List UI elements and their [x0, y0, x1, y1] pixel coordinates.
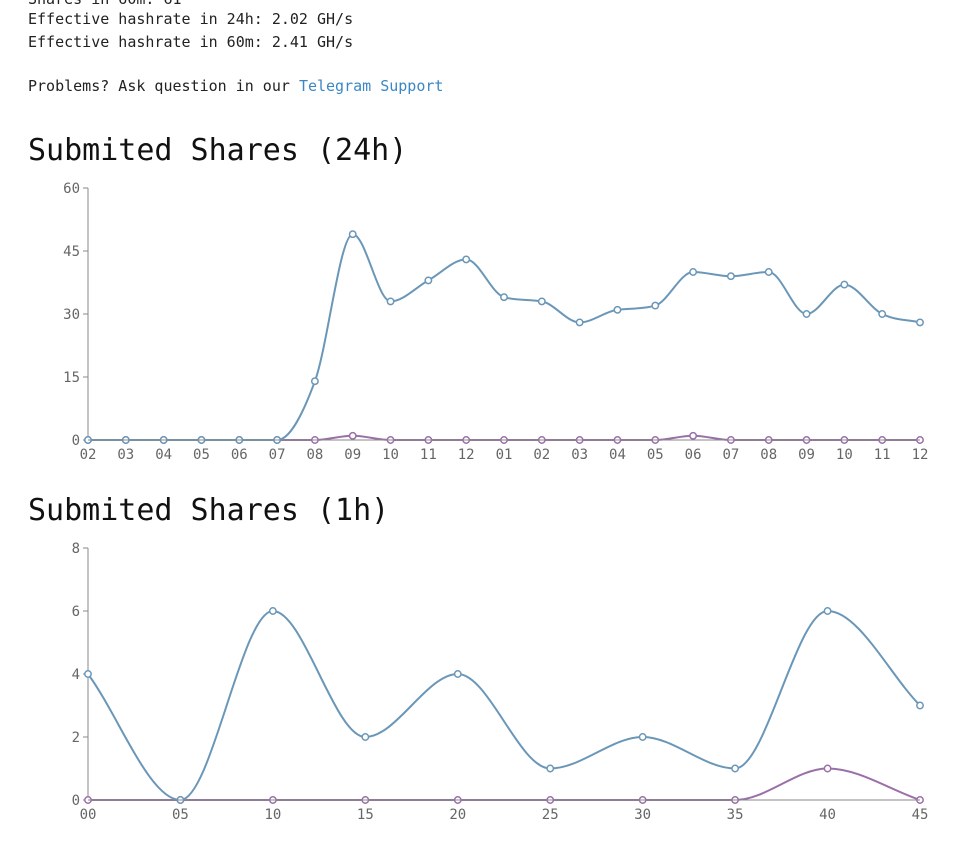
y-tick-label: 0: [72, 433, 80, 449]
chart-title-24h: Submited Shares (24h): [28, 133, 408, 168]
data-point[interactable]: [84, 670, 92, 678]
x-tick-label: 00: [80, 807, 97, 823]
x-tick-label: 45: [912, 807, 929, 823]
x-tick-label: 02: [533, 447, 550, 463]
x-tick-label: 07: [722, 447, 739, 463]
data-point[interactable]: [613, 305, 622, 314]
y-tick-label: 60: [63, 181, 80, 197]
y-tick-label: 45: [63, 244, 80, 260]
data-point[interactable]: [348, 230, 357, 239]
problems-text: Problems? Ask question in our: [28, 77, 299, 95]
data-point[interactable]: [823, 607, 832, 615]
data-point[interactable]: [537, 297, 546, 306]
data-point[interactable]: [348, 431, 357, 440]
data-point[interactable]: [268, 607, 277, 615]
data-point[interactable]: [386, 297, 395, 306]
x-tick-label: 11: [874, 447, 891, 463]
series-line: [87, 609, 921, 802]
data-point[interactable]: [310, 377, 319, 386]
data-point[interactable]: [575, 318, 584, 327]
x-tick-label: 01: [496, 447, 513, 463]
y-tick-label: 8: [72, 541, 80, 557]
x-tick-label: 04: [609, 447, 626, 463]
data-point[interactable]: [361, 733, 370, 741]
x-tick-label: 10: [836, 447, 853, 463]
data-point[interactable]: [916, 318, 924, 327]
data-point[interactable]: [764, 268, 773, 276]
y-tick-label: 15: [63, 370, 80, 386]
x-tick-label: 09: [344, 447, 361, 463]
y-tick-label: 0: [72, 793, 80, 809]
x-tick-label: 03: [117, 447, 134, 463]
data-point[interactable]: [453, 670, 462, 678]
data-point[interactable]: [878, 310, 887, 318]
data-point[interactable]: [823, 764, 832, 773]
x-tick-label: 05: [647, 447, 664, 463]
x-tick-label: 04: [155, 447, 172, 463]
x-tick-label: 06: [685, 447, 702, 463]
x-tick-label: 15: [357, 807, 374, 823]
data-point[interactable]: [726, 272, 735, 281]
chart-1h: 0 2 4 6 8 00 05 10 15 20 25 30 35 40 45: [72, 541, 929, 823]
data-point[interactable]: [500, 293, 508, 302]
shares-line: Shares in 60m: 61: [28, 0, 182, 8]
series-line: [87, 767, 921, 801]
y-tick-label: 30: [63, 307, 80, 323]
data-point[interactable]: [638, 733, 647, 741]
hashrate-24h-text: Effective hashrate in 24h: 2.02 GH/s: [28, 10, 354, 28]
x-tick-label: 09: [798, 447, 815, 463]
data-point[interactable]: [916, 701, 924, 710]
data-point[interactable]: [689, 268, 698, 276]
x-tick-label: 25: [542, 807, 559, 823]
x-tick-label: 20: [449, 807, 466, 823]
x-tick-label: 11: [420, 447, 437, 463]
x-tick-label: 30: [634, 807, 651, 823]
data-point[interactable]: [424, 276, 433, 285]
series-line: [87, 233, 921, 441]
x-tick-label: 10: [264, 807, 281, 823]
x-tick-label: 10: [382, 447, 399, 463]
data-point[interactable]: [802, 310, 811, 318]
telegram-support-link[interactable]: Telegram Support: [298, 77, 444, 95]
data-point[interactable]: [731, 764, 740, 773]
chart-title-1h: Submited Shares (1h): [28, 493, 390, 528]
data-point[interactable]: [689, 431, 698, 440]
x-tick-label: 12: [912, 447, 929, 463]
data-point[interactable]: [462, 255, 471, 264]
x-tick-label: 06: [231, 447, 248, 463]
data-point[interactable]: [651, 301, 660, 310]
y-tick-label: 4: [72, 667, 80, 683]
y-tick-label: 6: [72, 604, 80, 620]
x-tick-label: 02: [80, 447, 97, 463]
y-tick-label: 2: [72, 730, 80, 746]
x-tick-label: 12: [458, 447, 475, 463]
x-tick-label: 05: [172, 807, 189, 823]
chart-24h: 0 15 30 45 60 02 03 04 05 06 07 08 09 10 11 12 01 02 03 04 0…: [63, 181, 929, 463]
x-tick-label: 08: [306, 447, 323, 463]
x-tick-label: 07: [269, 447, 286, 463]
x-tick-label: 08: [760, 447, 777, 463]
problems-line: Problems? Ask question in our Telegram S…: [28, 77, 443, 95]
data-point[interactable]: [546, 764, 555, 773]
x-tick-label: 03: [571, 447, 588, 463]
x-tick-label: 05: [193, 447, 210, 463]
x-tick-label: 40: [819, 807, 836, 823]
data-point[interactable]: [840, 280, 849, 289]
x-tick-label: 35: [727, 807, 744, 823]
hashrate-60m-text: Effective hashrate in 60m: 2.41 GH/s: [28, 33, 354, 51]
